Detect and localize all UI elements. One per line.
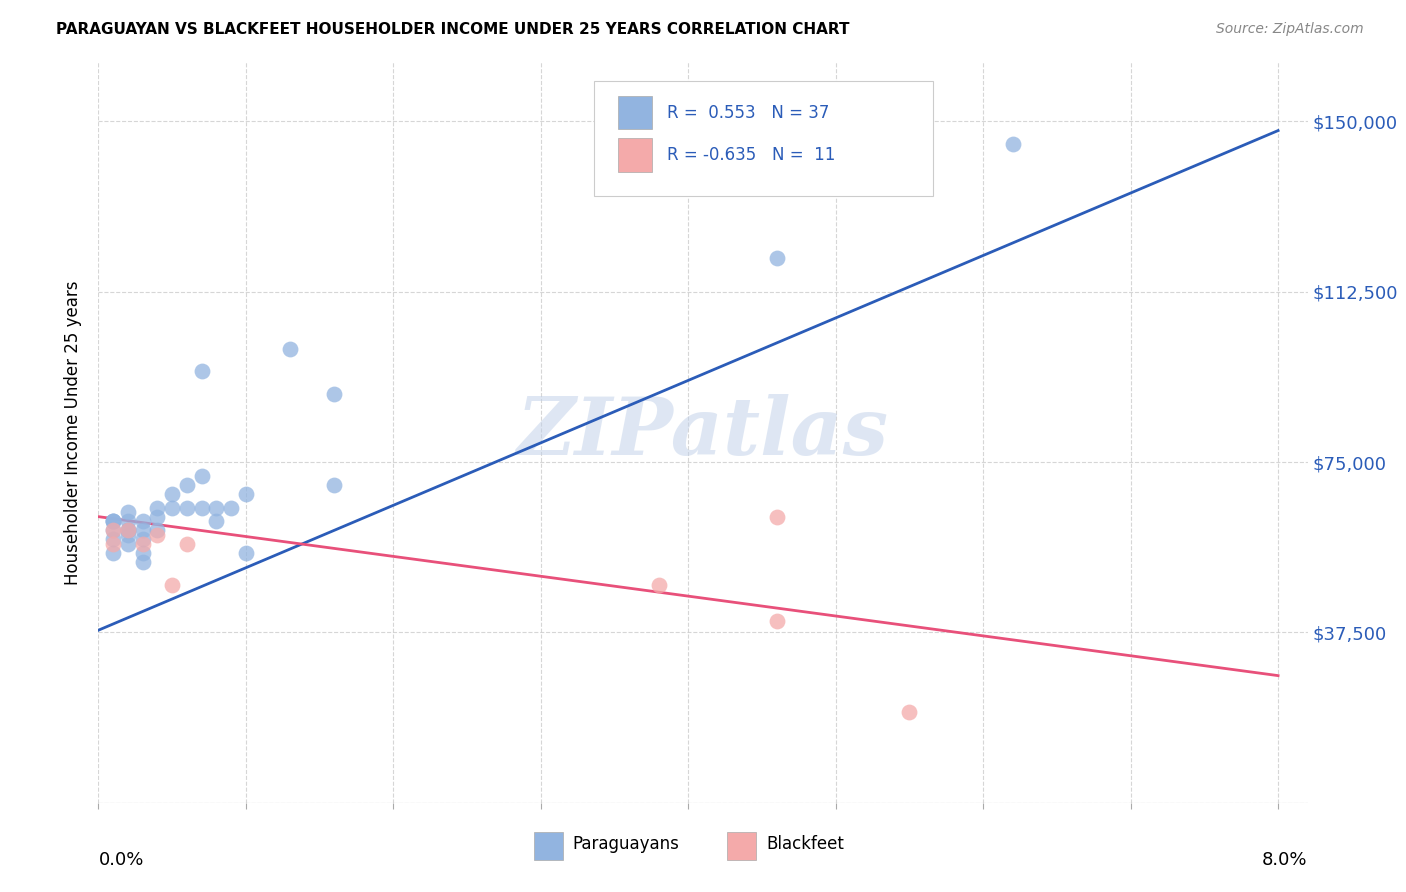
Point xyxy=(117,523,139,537)
Text: ZIPatlas: ZIPatlas xyxy=(517,394,889,471)
Point xyxy=(101,514,124,528)
Point xyxy=(101,514,124,528)
Point xyxy=(1001,137,1024,152)
Point xyxy=(146,528,169,542)
Point xyxy=(117,505,139,519)
Bar xyxy=(619,96,652,129)
Point xyxy=(190,500,212,515)
Point xyxy=(219,500,242,515)
Text: R =  0.553   N = 37: R = 0.553 N = 37 xyxy=(666,103,830,122)
Point xyxy=(765,509,787,524)
Point xyxy=(323,387,346,401)
Text: 0.0%: 0.0% xyxy=(98,851,143,869)
Point xyxy=(323,478,346,492)
Text: R = -0.635   N =  11: R = -0.635 N = 11 xyxy=(666,146,835,164)
Point xyxy=(101,514,124,528)
Point xyxy=(176,478,198,492)
Point xyxy=(278,342,301,356)
Point xyxy=(101,537,124,551)
Text: Source: ZipAtlas.com: Source: ZipAtlas.com xyxy=(1216,22,1364,37)
Point xyxy=(205,500,228,515)
Bar xyxy=(534,831,562,860)
Bar xyxy=(727,831,756,860)
Point xyxy=(160,487,183,501)
Point xyxy=(190,364,212,378)
Point xyxy=(146,509,169,524)
Point xyxy=(648,578,671,592)
Point xyxy=(235,487,257,501)
Bar xyxy=(619,138,652,171)
Text: PARAGUAYAN VS BLACKFEET HOUSEHOLDER INCOME UNDER 25 YEARS CORRELATION CHART: PARAGUAYAN VS BLACKFEET HOUSEHOLDER INCO… xyxy=(56,22,849,37)
Point xyxy=(131,537,153,551)
Point xyxy=(117,537,139,551)
Point xyxy=(176,537,198,551)
Point xyxy=(117,528,139,542)
Point xyxy=(131,523,153,537)
Point xyxy=(117,523,139,537)
Text: Paraguayans: Paraguayans xyxy=(572,835,679,853)
Point xyxy=(205,514,228,528)
Point xyxy=(101,523,124,537)
Point xyxy=(131,514,153,528)
Point xyxy=(160,578,183,592)
Point xyxy=(176,500,198,515)
FancyBboxPatch shape xyxy=(595,81,932,195)
Text: 8.0%: 8.0% xyxy=(1263,851,1308,869)
Point xyxy=(117,514,139,528)
Point xyxy=(160,500,183,515)
Point xyxy=(131,555,153,569)
Point xyxy=(131,546,153,560)
Point xyxy=(101,533,124,547)
Point xyxy=(765,251,787,265)
Y-axis label: Householder Income Under 25 years: Householder Income Under 25 years xyxy=(65,280,83,585)
Point xyxy=(190,468,212,483)
Point xyxy=(131,533,153,547)
Point xyxy=(765,614,787,628)
Point xyxy=(146,523,169,537)
Point xyxy=(101,523,124,537)
Point xyxy=(101,546,124,560)
Text: Blackfeet: Blackfeet xyxy=(766,835,844,853)
Point xyxy=(117,523,139,537)
Point xyxy=(235,546,257,560)
Point xyxy=(898,705,921,719)
Point xyxy=(146,500,169,515)
